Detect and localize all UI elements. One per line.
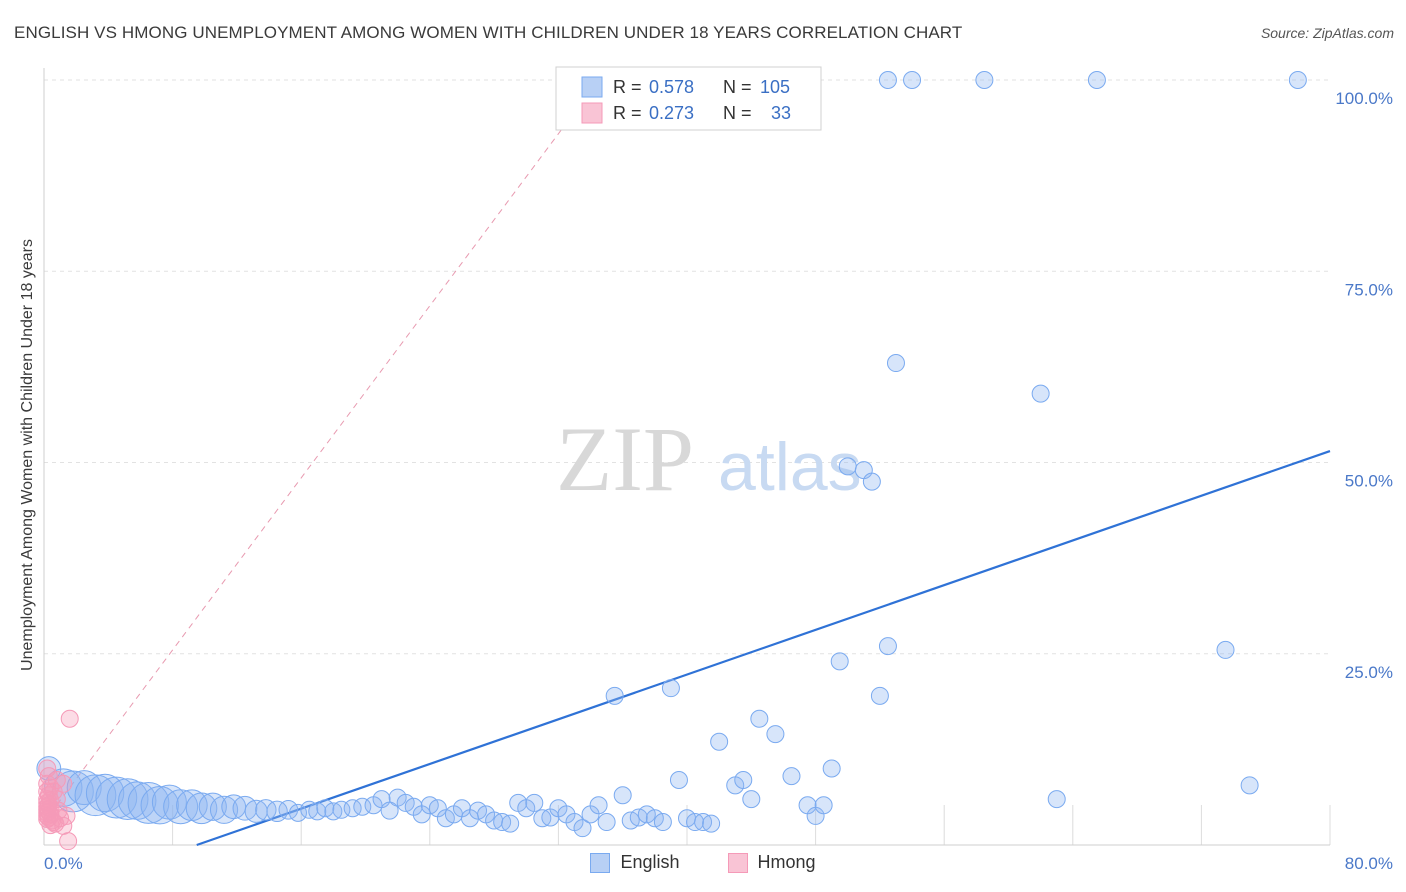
- source-label: Source: ZipAtlas.com: [1260, 25, 1394, 41]
- legend-r-label-1: R =: [613, 77, 642, 97]
- watermark-atlas: atlas: [718, 429, 862, 505]
- legend-n-label-2: N =: [723, 103, 752, 123]
- legend-box: R = 0.578 N = 105 R = 0.273 N = 33: [555, 66, 822, 131]
- english-point-62: [613, 786, 632, 805]
- english-point-28: [332, 800, 351, 819]
- hmong-point-31: [60, 709, 79, 728]
- legend-swatch-hmong: [581, 102, 603, 124]
- english-point-73: [702, 814, 721, 833]
- legend-n-label-1: N =: [723, 77, 752, 97]
- english-point-93: [903, 71, 922, 89]
- english-point-74: [710, 732, 729, 751]
- english-point-98: [1216, 640, 1235, 659]
- english-point-69: [669, 770, 688, 789]
- hmong-point-22: [41, 816, 60, 835]
- chart-title: ENGLISH VS HMONG UNEMPLOYMENT AMONG WOME…: [14, 23, 963, 42]
- english-point-90: [878, 637, 897, 656]
- english-point-51: [525, 793, 544, 812]
- axes: [43, 68, 1330, 846]
- english-point-30: [353, 797, 372, 816]
- english-point-4: [74, 774, 117, 817]
- tick-labels: 25.0% 50.0% 75.0% 100.0% 0.0% 80.0%: [44, 89, 1393, 873]
- hmong-point-0: [38, 759, 57, 778]
- english-point-17: [221, 794, 247, 820]
- legend-r-value-1: 0.578: [649, 77, 694, 97]
- legend-label-english: English: [620, 852, 680, 872]
- english-point-23: [288, 803, 307, 822]
- legend-n-value-2: 33: [771, 103, 791, 123]
- x-tick-label-max: 80.0%: [1345, 854, 1393, 873]
- english-point-9: [127, 782, 170, 824]
- english-point-83: [814, 796, 833, 815]
- english-point-16: [209, 795, 239, 824]
- y-tick-label-1: 50.0%: [1345, 472, 1393, 491]
- english-point-94: [975, 71, 994, 89]
- english-point-88: [862, 472, 881, 491]
- english-point-18: [232, 795, 258, 821]
- legend-n-value-1: 105: [760, 77, 790, 97]
- english-point-76: [734, 770, 753, 789]
- english-point-15: [198, 792, 227, 821]
- english-point-97: [1087, 71, 1106, 89]
- legend-item-english: English: [590, 852, 680, 873]
- english-point-84: [822, 759, 841, 778]
- english-point-96: [1047, 790, 1066, 809]
- data-points: [36, 71, 1307, 851]
- y-tick-label-2: 75.0%: [1345, 280, 1393, 299]
- english-point-91: [886, 354, 905, 373]
- trend-lines: [43, 79, 1331, 847]
- english-point-22: [278, 799, 299, 820]
- english-point-10: [140, 786, 179, 825]
- hmong-point-28: [44, 782, 63, 801]
- english-point-33: [380, 801, 399, 820]
- english-point-99: [1240, 776, 1259, 795]
- english-point-68: [661, 679, 680, 698]
- english-point-95: [1031, 384, 1050, 403]
- y-tick-label-3: 100.0%: [1335, 89, 1393, 108]
- watermark-zip: ZIP: [556, 408, 694, 510]
- english-point-67: [653, 813, 672, 832]
- hmong-point-30: [59, 832, 78, 851]
- english-point-79: [766, 725, 785, 744]
- hmong-point-32: [54, 774, 73, 793]
- english-point-14: [185, 792, 218, 825]
- english-point-85: [830, 652, 849, 671]
- bottom-legend: English Hmong: [0, 852, 1406, 873]
- hmong-point-27: [57, 806, 76, 825]
- english-point-7: [106, 778, 149, 820]
- watermark: ZIP atlas: [556, 408, 862, 510]
- english-point-100: [1288, 71, 1307, 89]
- hmong-swatch: [727, 852, 748, 873]
- english-point-89: [870, 686, 889, 705]
- legend-r-label-2: R =: [613, 103, 642, 123]
- english-point-86: [838, 457, 857, 476]
- english-point-6: [95, 776, 138, 819]
- english-point-60: [597, 813, 616, 832]
- english-swatch: [590, 852, 611, 873]
- english-point-12: [163, 789, 199, 825]
- trend-line-english: [196, 449, 1331, 847]
- legend-swatch-english: [581, 76, 603, 98]
- trend-line-hmong: [43, 79, 599, 823]
- legend-r-value-2: 0.273: [649, 103, 694, 123]
- english-point-77: [742, 790, 761, 809]
- legend-label-hmong: Hmong: [757, 852, 816, 872]
- y-tick-label-0: 25.0%: [1345, 663, 1393, 682]
- english-point-78: [750, 709, 769, 728]
- english-point-48: [501, 814, 520, 833]
- english-point-80: [782, 767, 801, 786]
- english-point-92: [878, 71, 897, 89]
- english-point-57: [573, 819, 592, 838]
- english-point-29: [343, 799, 362, 818]
- x-tick-label-min: 0.0%: [44, 854, 83, 873]
- english-point-59: [589, 796, 608, 815]
- legend-item-hmong: Hmong: [727, 852, 816, 873]
- english-point-20: [255, 799, 277, 821]
- english-point-61: [605, 686, 624, 705]
